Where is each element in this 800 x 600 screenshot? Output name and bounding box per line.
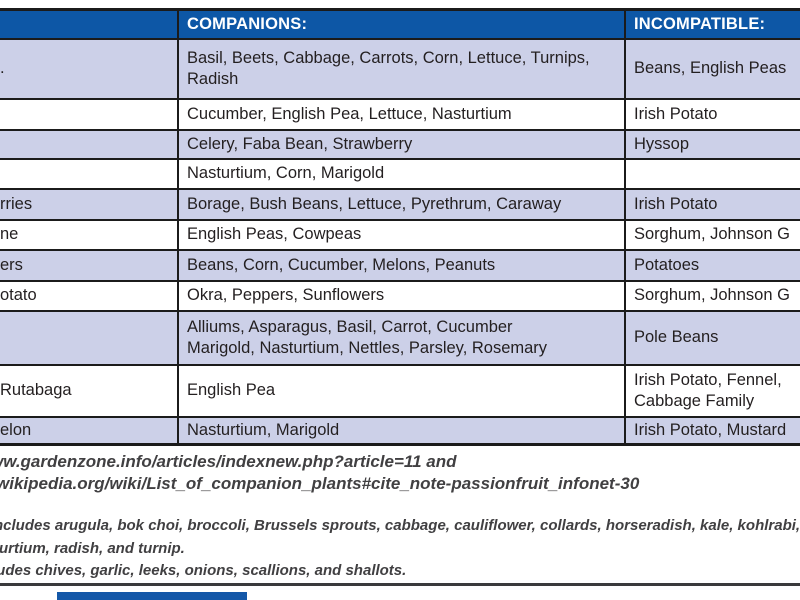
incompatible-cell: Irish Potato	[624, 187, 800, 221]
companions-cell: Cucumber, English Pea, Lettuce, Nasturti…	[177, 97, 626, 131]
incompatible-cell: Beans, English Peas	[624, 37, 800, 100]
table-row: Alliums, Asparagus, Basil, Carrot, Cucum…	[0, 309, 800, 366]
header-companions-label: COMPANIONS:	[187, 15, 308, 34]
companions-text: Basil, Beets, Cabbage, Carrots, Corn, Le…	[187, 49, 590, 88]
table-row: . Basil, Beets, Cabbage, Carrots, Corn, …	[0, 37, 800, 100]
header-row: COMPANIONS: INCOMPATIBLE:	[0, 8, 800, 40]
companions-text: Nasturtium, Corn, Marigold	[187, 164, 385, 183]
table-row: Celery, Faba Bean, Strawberry Hyssop	[0, 128, 800, 160]
table-row: Cucumber, English Pea, Lettuce, Nasturti…	[0, 97, 800, 131]
companions-cell: Basil, Beets, Cabbage, Carrots, Corn, Le…	[177, 37, 626, 100]
incompatible-text: Sorghum, Johnson G	[634, 286, 790, 305]
plant-name-fragment: .	[0, 59, 5, 78]
table-row: Nasturtium, Corn, Marigold	[0, 157, 800, 190]
incompatible-cell: Irish Potato	[624, 97, 800, 131]
companions-cell: Beans, Corn, Cucumber, Melons, Peanuts	[177, 248, 626, 282]
plant-cell: ne	[0, 218, 179, 251]
companions-cell: Nasturtium, Marigold	[177, 415, 626, 446]
plant-cell	[0, 157, 179, 190]
plant-cell	[0, 309, 179, 366]
plant-name-fragment: elon	[0, 421, 32, 440]
incompatible-text: Beans, English Peas	[634, 59, 787, 78]
plant-cell	[0, 128, 179, 160]
plant-cell: Rutabaga	[0, 363, 179, 418]
incompatible-cell: Irish Potato, Fennel, Cabbage Family	[624, 363, 800, 418]
companions-text: Cucumber, English Pea, Lettuce, Nasturti…	[187, 104, 512, 123]
cabbage-family-note-line2: turtium, radish, and turnip.	[0, 540, 185, 557]
incompatible-cell: Potatoes	[624, 248, 800, 282]
incompatible-text: Hyssop	[634, 134, 690, 153]
incompatible-cell: Sorghum, Johnson G	[624, 279, 800, 312]
companion-planting-table-wrap: COMPANIONS: INCOMPATIBLE: . Basil, Beets…	[0, 8, 800, 446]
companions-cell: Alliums, Asparagus, Basil, Carrot, Cucum…	[177, 309, 626, 366]
companions-text: English Pea	[187, 381, 276, 400]
incompatible-cell	[624, 157, 800, 190]
bottom-blue-bar	[57, 592, 247, 600]
plant-cell: ers	[0, 248, 179, 282]
companions-cell: English Pea	[177, 363, 626, 418]
header-cell-incompatible: INCOMPATIBLE:	[624, 8, 800, 40]
companions-cell: Borage, Bush Beans, Lettuce, Pyrethrum, …	[177, 187, 626, 221]
incompatible-text: Irish Potato	[634, 194, 718, 213]
incompatible-cell: Pole Beans	[624, 309, 800, 366]
companion-planting-table: COMPANIONS: INCOMPATIBLE: . Basil, Beets…	[0, 8, 800, 446]
plant-cell	[0, 97, 179, 131]
table-row: rries Borage, Bush Beans, Lettuce, Pyret…	[0, 187, 800, 221]
plant-cell: elon	[0, 415, 179, 446]
table-row: ne English Peas, Cowpeas Sorghum, Johnso…	[0, 218, 800, 251]
companions-cell: Nasturtium, Corn, Marigold	[177, 157, 626, 190]
incompatible-cell: Sorghum, Johnson G	[624, 218, 800, 251]
incompatible-text: Potatoes	[634, 255, 700, 274]
plant-name-fragment: rries	[0, 194, 33, 213]
table-row: Rutabaga English Pea Irish Potato, Fenne…	[0, 363, 800, 418]
incompatible-text: Irish Potato	[634, 104, 718, 123]
header-incompatible-label: INCOMPATIBLE:	[634, 15, 766, 34]
source-citation-line2: wikipedia.org/wiki/List_of_companion_pla…	[0, 474, 640, 493]
alliums-note: ludes chives, garlic, leeks, onions, sca…	[0, 562, 407, 579]
table-row: elon Nasturtium, Marigold Irish Potato, …	[0, 415, 800, 446]
companions-cell: English Peas, Cowpeas	[177, 218, 626, 251]
plant-name-fragment: otato	[0, 286, 37, 305]
header-cell-plant	[0, 8, 179, 40]
companions-text: Alliums, Asparagus, Basil, Carrot, Cucum…	[187, 318, 548, 357]
plant-cell: .	[0, 37, 179, 100]
companions-text: Nasturtium, Marigold	[187, 421, 340, 440]
plant-cell: rries	[0, 187, 179, 221]
table-row: otato Okra, Peppers, Sunflowers Sorghum,…	[0, 279, 800, 312]
incompatible-text: Sorghum, Johnson G	[634, 225, 790, 244]
companions-cell: Celery, Faba Bean, Strawberry	[177, 128, 626, 160]
incompatible-text: Irish Potato, Fennel, Cabbage Family	[634, 371, 782, 410]
companions-cell: Okra, Peppers, Sunflowers	[177, 279, 626, 312]
companions-text: English Peas, Cowpeas	[187, 225, 362, 244]
table-row: ers Beans, Corn, Cucumber, Melons, Peanu…	[0, 248, 800, 282]
bottom-divider-rule	[0, 583, 800, 586]
incompatible-cell: Hyssop	[624, 128, 800, 160]
companions-text: Borage, Bush Beans, Lettuce, Pyrethrum, …	[187, 194, 562, 213]
companions-text: Celery, Faba Bean, Strawberry	[187, 134, 413, 153]
plant-name-fragment: Rutabaga	[0, 381, 72, 400]
incompatible-cell: Irish Potato, Mustard	[624, 415, 800, 446]
companions-text: Okra, Peppers, Sunflowers	[187, 286, 385, 305]
cabbage-family-note-line1: ncludes arugula, bok choi, broccoli, Bru…	[0, 517, 800, 534]
companions-text: Beans, Corn, Cucumber, Melons, Peanuts	[187, 255, 496, 274]
source-citation-line1: ww.gardenzone.info/articles/indexnew.php…	[0, 452, 457, 471]
incompatible-text: Pole Beans	[634, 328, 719, 347]
plant-name-fragment: ne	[0, 225, 19, 244]
plant-name-fragment: ers	[0, 255, 23, 274]
plant-cell: otato	[0, 279, 179, 312]
incompatible-text: Irish Potato, Mustard	[634, 421, 787, 440]
header-cell-companions: COMPANIONS:	[177, 8, 626, 40]
